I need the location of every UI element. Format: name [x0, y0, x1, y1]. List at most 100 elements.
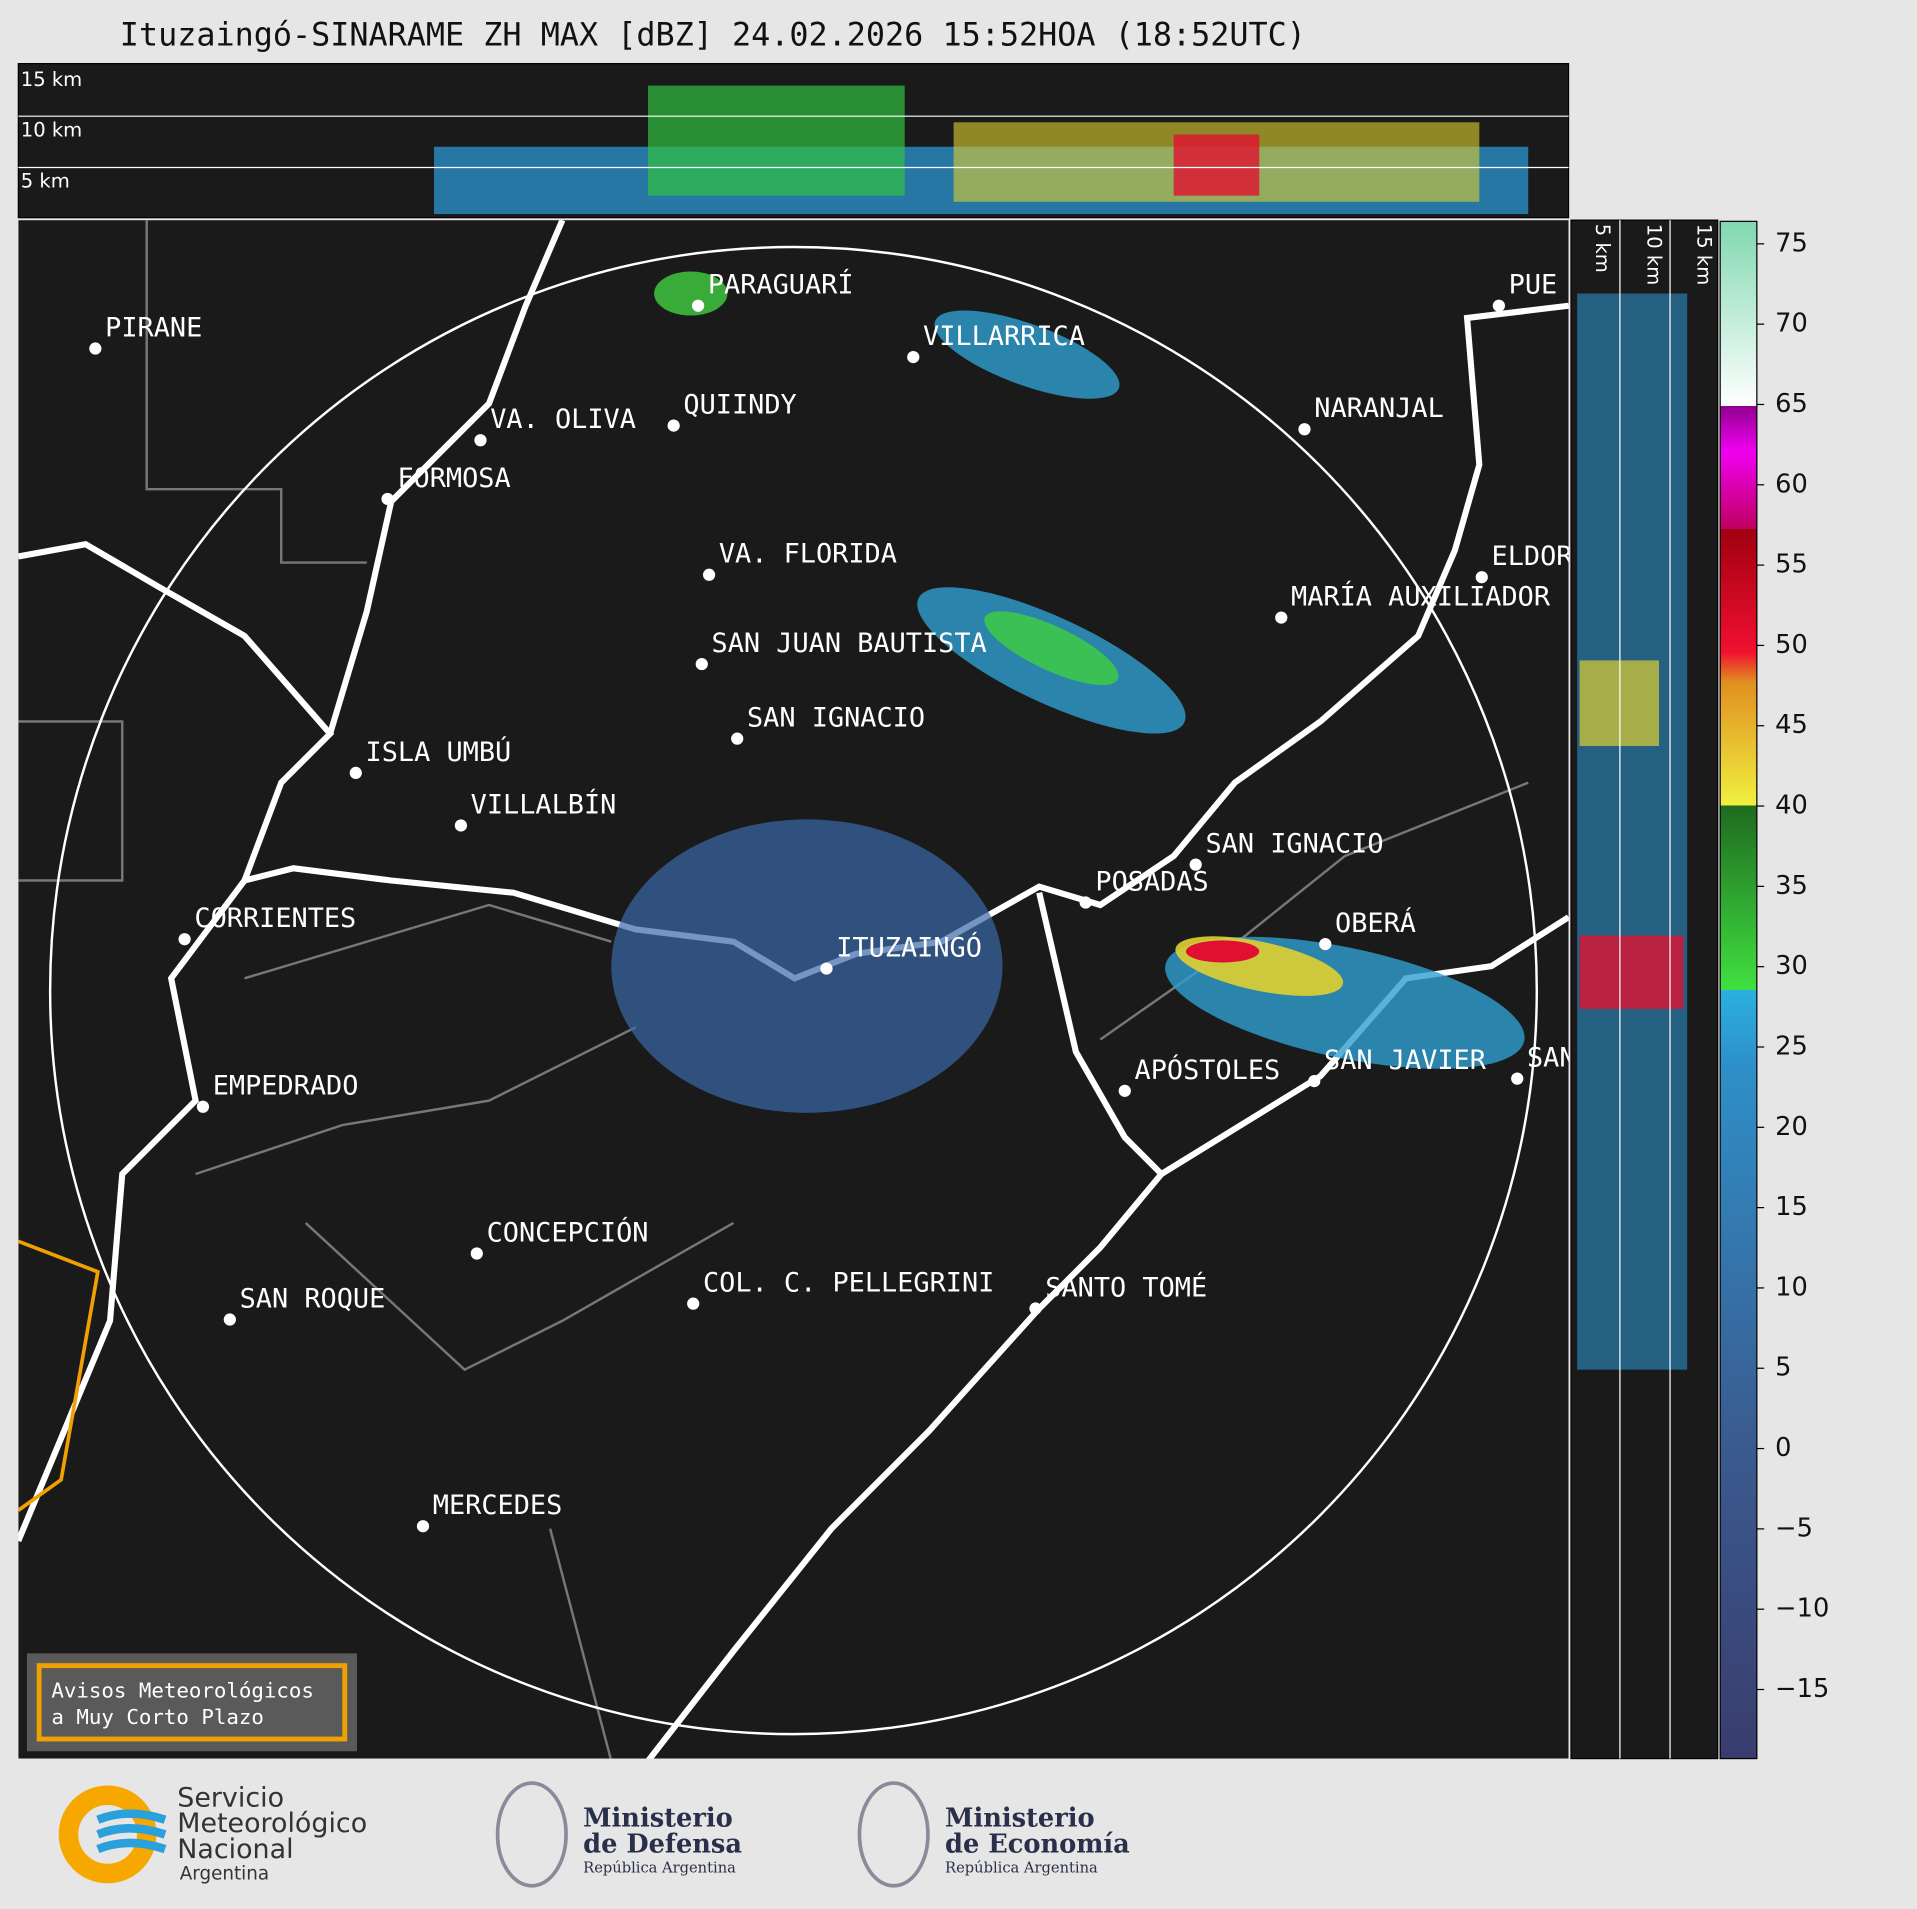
altitude-label: 15 km — [1693, 224, 1716, 285]
coat-of-arms — [857, 1781, 930, 1888]
city-marker — [695, 657, 708, 671]
city-marker — [1029, 1302, 1042, 1315]
colorbar-tick-label: 30 — [1775, 951, 1808, 981]
colorbar-tick-label: 70 — [1775, 309, 1808, 339]
city-marker — [1319, 937, 1332, 951]
city-marker — [687, 1297, 700, 1310]
altitude-label: 10 km — [21, 118, 82, 141]
alert-area — [18, 1239, 100, 1512]
top-panel: 15 km 10 km 5 km — [17, 62, 1570, 219]
city-label: EMPEDRADO — [213, 1071, 359, 1102]
city-marker — [470, 1247, 483, 1260]
colorbar-scale — [1719, 220, 1758, 1760]
logo-text: de Defensa — [583, 1829, 742, 1859]
province-border — [18, 220, 1529, 1759]
colorbar-tick-label: −10 — [1775, 1594, 1829, 1624]
logo-text: de Economía — [945, 1829, 1130, 1859]
city-label: PARAGUARÍ — [708, 269, 854, 301]
warning-box-border — [36, 1663, 348, 1742]
city-label: VILLALBÍN — [471, 788, 617, 820]
colorbar-tick-label: −5 — [1775, 1513, 1813, 1543]
city-marker — [1308, 1074, 1321, 1088]
city-marker — [381, 492, 394, 506]
logo-text: República Argentina — [945, 1860, 1098, 1877]
city-label: VA. FLORIDA — [719, 539, 897, 570]
altitude-label: 5 km — [21, 170, 70, 193]
colorbar-tick-label: 60 — [1775, 469, 1808, 499]
side-panel: 5 km 10 km 15 km — [1570, 219, 1719, 1760]
city-label: ISLA UMBÚ — [366, 736, 512, 768]
logo-text: Argentina — [180, 1864, 269, 1885]
colorbar-tick-label: 45 — [1775, 710, 1808, 740]
logo-text: Ministerio — [583, 1804, 733, 1834]
echo-band — [647, 85, 905, 196]
city-marker — [1511, 1072, 1524, 1085]
city-label: COL. C. PELLEGRINI — [703, 1268, 994, 1299]
city-marker — [89, 342, 102, 355]
colorbar-tick-label: 55 — [1775, 550, 1808, 580]
city-marker — [223, 1313, 236, 1326]
colorbar-tick-label: 5 — [1775, 1353, 1791, 1383]
city-marker — [1189, 858, 1202, 871]
city-label: SANTO TOMÉ — [1045, 1271, 1207, 1303]
smn-emblem — [96, 1809, 167, 1854]
city-marker — [1118, 1084, 1131, 1097]
city-label: QUIINDY — [683, 390, 796, 421]
city-label: MERCEDES — [433, 1490, 563, 1521]
colorbar-tick-label: 50 — [1775, 630, 1808, 660]
city-label: SAN IGNACIO — [1205, 829, 1383, 860]
city-label: MARÍA AUXILIADOR — [1291, 581, 1551, 613]
city-label: PIRANE — [105, 312, 202, 343]
colorbar-tick-label: 0 — [1775, 1433, 1791, 1463]
city-label: SAN IGNACIO — [747, 703, 925, 734]
city-label: NARANJAL — [1314, 393, 1444, 424]
city-marker — [731, 732, 744, 745]
warning-text: Avisos Meteorológicos — [51, 1678, 314, 1702]
warning-box: Avisos Meteorológicos a Muy Corto Plazo — [26, 1653, 357, 1752]
city-label: ELDOR — [1492, 541, 1574, 572]
colorbar-tick-label: 40 — [1775, 791, 1808, 821]
city-marker — [1275, 611, 1288, 624]
city-marker — [820, 962, 833, 975]
radar-clutter — [611, 819, 1003, 1113]
map: PIRANE PARAGUARÍ VILLARRICA VA. OLIVA QUIIND… — [18, 220, 1576, 1759]
city-marker — [474, 434, 487, 447]
altitude-label: 5 km — [1591, 224, 1614, 273]
colorbar-tick-label: 25 — [1775, 1031, 1808, 1061]
city-label: SAN JUAN BAUTISTA — [712, 628, 987, 659]
city-label: OBERÁ — [1335, 907, 1416, 939]
city-marker — [907, 350, 920, 364]
city-marker — [196, 1100, 210, 1113]
city-label: SAN JAVIER — [1324, 1045, 1487, 1076]
range-ring — [48, 245, 1539, 1736]
colorbar-tick-label: 10 — [1775, 1272, 1808, 1302]
title: Ituzaingó-SINARAME ZH MAX [dBZ] 24.02.20… — [120, 17, 1306, 54]
colorbar-tick-label: 20 — [1775, 1112, 1808, 1142]
coat-of-arms — [495, 1781, 568, 1888]
city-marker — [667, 419, 680, 432]
colorbar-tick-label: −15 — [1775, 1674, 1829, 1704]
logo-text: Meteorológico — [177, 1808, 367, 1839]
logo-text: Ministerio — [945, 1804, 1095, 1834]
city-marker — [702, 568, 716, 581]
echo — [934, 310, 1120, 399]
colorbar-tick-label: 35 — [1775, 871, 1808, 901]
smn-emblem — [58, 1785, 157, 1884]
warning-box-background[interactable] — [26, 1653, 357, 1752]
echo — [984, 611, 1119, 686]
river — [18, 220, 1569, 1759]
echo-band — [1577, 293, 1688, 1370]
city-marker — [1475, 571, 1488, 584]
logo-text: Servicio — [177, 1782, 284, 1813]
colorbar-tick-label: 65 — [1775, 389, 1808, 419]
echo-core — [1173, 134, 1260, 196]
city-label: POSADAS — [1095, 866, 1208, 897]
city-marker — [416, 1520, 430, 1533]
city-label: APÓSTOLES — [1135, 1054, 1281, 1086]
city-label: CORRIENTES — [194, 903, 356, 934]
city-label: SAN — [1527, 1043, 1576, 1074]
city-label: CONCEPCIÓN — [487, 1216, 649, 1248]
